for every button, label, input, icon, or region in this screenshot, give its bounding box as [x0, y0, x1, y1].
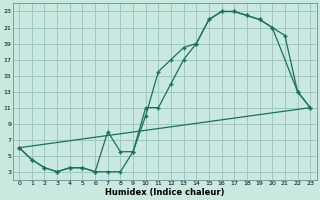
X-axis label: Humidex (Indice chaleur): Humidex (Indice chaleur) [105, 188, 224, 197]
